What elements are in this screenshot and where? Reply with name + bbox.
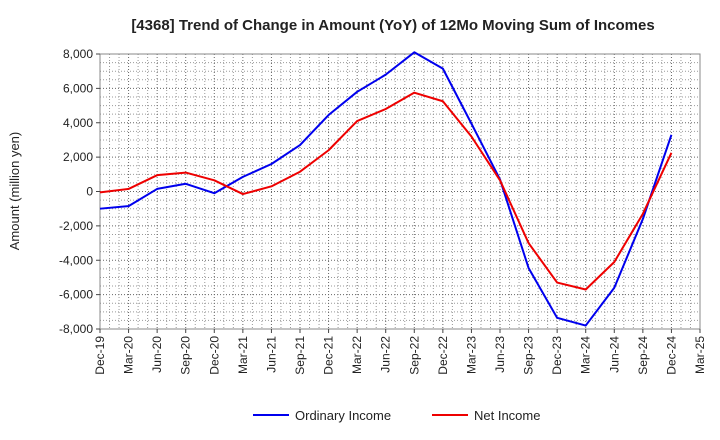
x-tick-label: Mar-24	[579, 336, 593, 374]
chart-title: [4368] Trend of Change in Amount (YoY) o…	[131, 17, 654, 34]
y-tick-label: 4,000	[63, 116, 93, 130]
x-tick-label: Dec-24	[664, 336, 678, 375]
x-tick-label: Mar-23	[464, 336, 478, 374]
x-tick-label: Jun-21	[264, 336, 278, 373]
y-tick-label: 0	[86, 185, 93, 199]
y-axis-label: Amount (million yen)	[7, 132, 22, 251]
x-tick-label: Mar-22	[350, 336, 364, 374]
x-tick-label: Dec-21	[322, 336, 336, 375]
x-tick-label: Sep-20	[179, 336, 193, 375]
x-tick-label: Dec-22	[436, 336, 450, 375]
x-tick-label: Dec-23	[550, 336, 564, 375]
x-tick-label: Mar-21	[236, 336, 250, 374]
x-tick-label: Jun-20	[150, 336, 164, 373]
y-tick-label: -6,000	[59, 288, 93, 302]
x-tick-label: Dec-19	[93, 336, 107, 375]
legend: Ordinary Income Net Income	[253, 408, 540, 423]
y-tick-label: 6,000	[63, 81, 93, 95]
x-tick-label: Sep-24	[636, 336, 650, 375]
y-axis-ticks: 8,000 6,000 4,000 2,000 0 -2,000 -4,000 -6,000 -…	[59, 47, 100, 336]
x-tick-label: Jun-23	[493, 336, 507, 373]
x-tick-label: Jun-22	[379, 336, 393, 373]
x-tick-label: Mar-25	[693, 336, 707, 374]
x-tick-label: Sep-23	[522, 336, 536, 375]
y-tick-label: -8,000	[59, 322, 93, 336]
x-axis-ticks: Dec-19 Mar-20 Jun-20 Sep-20 Dec-20 Mar-21 Jun-…	[93, 329, 707, 375]
series-line-ordinary-income	[99, 51, 673, 327]
x-tick-label: Sep-22	[407, 336, 421, 375]
legend-label: Ordinary Income	[295, 408, 391, 423]
y-tick-label: -2,000	[59, 219, 93, 233]
y-tick-label: -4,000	[59, 253, 93, 267]
grid	[99, 53, 701, 330]
series-line-net-income	[99, 91, 673, 291]
series-lines	[99, 51, 673, 327]
y-tick-label: 8,000	[63, 47, 93, 61]
x-tick-label: Dec-20	[207, 336, 221, 375]
legend-label: Net Income	[474, 408, 540, 423]
y-tick-label: 2,000	[63, 150, 93, 164]
x-tick-label: Sep-21	[293, 336, 307, 375]
x-tick-label: Mar-20	[122, 336, 136, 374]
x-tick-label: Jun-24	[607, 336, 621, 373]
